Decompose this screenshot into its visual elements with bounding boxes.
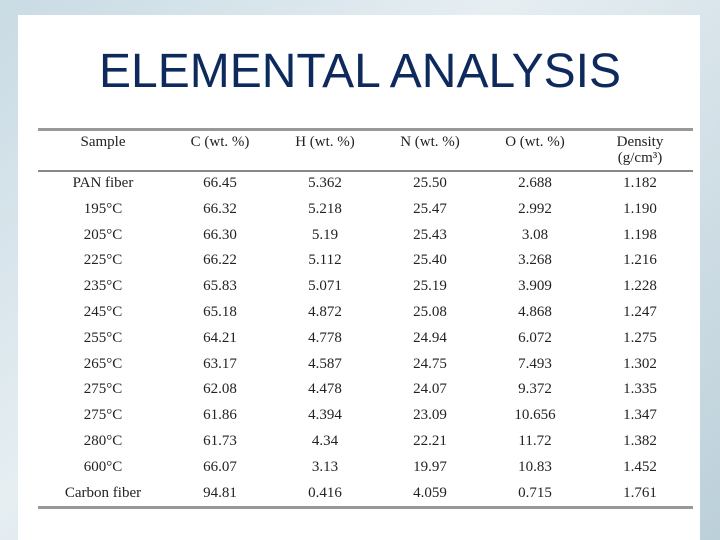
table-cell: 65.83 (203, 278, 237, 295)
table-cell: 3.08 (521, 226, 549, 243)
table-cell: 1.382 (623, 433, 657, 449)
table-cell: 3.268 (518, 252, 552, 269)
table-cell: 24.94 (413, 329, 447, 346)
table-cell: 61.86 (203, 407, 237, 424)
table-cell: 25.40 (413, 252, 447, 269)
table-cell: 94.81 (203, 484, 237, 501)
table-cell: 1.347 (623, 407, 657, 424)
table-cell: 280°C (83, 433, 123, 449)
table-cell: 3.13 (311, 458, 339, 475)
header-cell: N (wt. %) (400, 134, 460, 150)
table-cell: 10.83 (518, 458, 552, 475)
table-cell: 1.228 (623, 278, 657, 295)
table-cell: 1.198 (623, 226, 657, 243)
header-rule (38, 170, 693, 172)
table-cell: 61.73 (203, 433, 237, 449)
table-cell: 25.08 (413, 304, 447, 320)
table-cell: 25.47 (413, 200, 447, 217)
table-cell: 2.992 (518, 200, 552, 217)
table-cell: 25.43 (413, 226, 447, 243)
content-panel (18, 15, 700, 540)
table-cell: 23.09 (413, 407, 447, 424)
table-cell: 4.394 (308, 407, 342, 424)
table-cell: 4.587 (308, 355, 342, 372)
table-cell: 255°C (83, 329, 123, 346)
table-cell: 5.112 (308, 252, 342, 269)
table-cell: 0.416 (308, 484, 342, 501)
header-cell: Sample (80, 134, 126, 150)
table-cell: 1.182 (623, 175, 657, 191)
table-cell: PAN fiber (72, 175, 134, 191)
table-cell: Carbon fiber (64, 484, 142, 501)
table-cell: 275°C (83, 381, 123, 398)
table-cell: 4.872 (308, 304, 342, 320)
slide-title: ELEMENTAL ANALYSIS (99, 45, 621, 98)
table-cell: 245°C (83, 304, 123, 320)
table-cell: 6.072 (518, 329, 552, 346)
table-cell: 10.656 (514, 407, 556, 424)
table-cell: 1.452 (623, 458, 657, 475)
table-cell: 1.335 (623, 381, 657, 398)
table-cell: 275°C (83, 407, 123, 424)
table-cell: 66.32 (203, 200, 237, 217)
table-cell: 5.362 (308, 175, 342, 191)
table-cell: 66.07 (203, 458, 237, 475)
table-cell: 66.30 (203, 226, 237, 243)
table-cell: 7.493 (518, 355, 552, 372)
table-cell: 4.478 (308, 381, 342, 398)
table-cell: 1.216 (623, 252, 657, 269)
table-cell: 1.190 (623, 200, 657, 217)
table-cell: 5.218 (308, 200, 342, 217)
table-cell: 25.19 (413, 278, 447, 295)
table-cell: 3.909 (518, 278, 552, 295)
table-bottom-rule (38, 506, 693, 509)
table-cell: 1.275 (623, 329, 657, 346)
table-cell: 24.75 (413, 355, 447, 372)
table-cell: 2.688 (518, 175, 552, 191)
table-cell: 24.07 (413, 381, 447, 398)
table-cell: 5.19 (311, 226, 339, 243)
table-cell: 66.45 (203, 175, 237, 191)
table-cell: 25.50 (413, 175, 447, 191)
table-cell: 4.868 (518, 304, 552, 320)
table-cell: 63.17 (203, 355, 237, 372)
header-cell: C (wt. %) (190, 134, 250, 150)
table-cell: 64.21 (203, 329, 237, 346)
table-cell: 265°C (83, 355, 123, 372)
table-cell: 66.22 (203, 252, 237, 269)
table-cell: 1.761 (623, 484, 657, 501)
table-top-rule (38, 128, 693, 131)
table-cell: 65.18 (203, 304, 237, 320)
table-cell: 19.97 (413, 458, 447, 475)
table-cell: 600°C (83, 458, 123, 475)
table-cell: 1.247 (623, 304, 657, 320)
table-cell: 235°C (83, 278, 123, 295)
table-cell: 9.372 (518, 381, 552, 398)
header-cell: Density (616, 134, 664, 150)
header-cell: H (wt. %) (295, 134, 355, 150)
table-cell: 4.34 (311, 433, 339, 449)
table-cell: 0.715 (518, 484, 552, 501)
table-cell: 22.21 (413, 433, 447, 449)
table-cell: 225°C (83, 252, 123, 269)
header-cell: (g/cm³) (617, 150, 663, 166)
table-cell: 62.08 (203, 381, 237, 398)
table-cell: 5.071 (308, 278, 342, 295)
table-cell: 11.72 (518, 433, 552, 449)
table-cell: 4.778 (308, 329, 342, 346)
header-cell: O (wt. %) (505, 134, 565, 150)
table-cell: 1.302 (623, 355, 657, 372)
table-cell: 205°C (83, 226, 123, 243)
table-cell: 195°C (83, 200, 123, 217)
table-cell: 4.059 (413, 484, 447, 501)
